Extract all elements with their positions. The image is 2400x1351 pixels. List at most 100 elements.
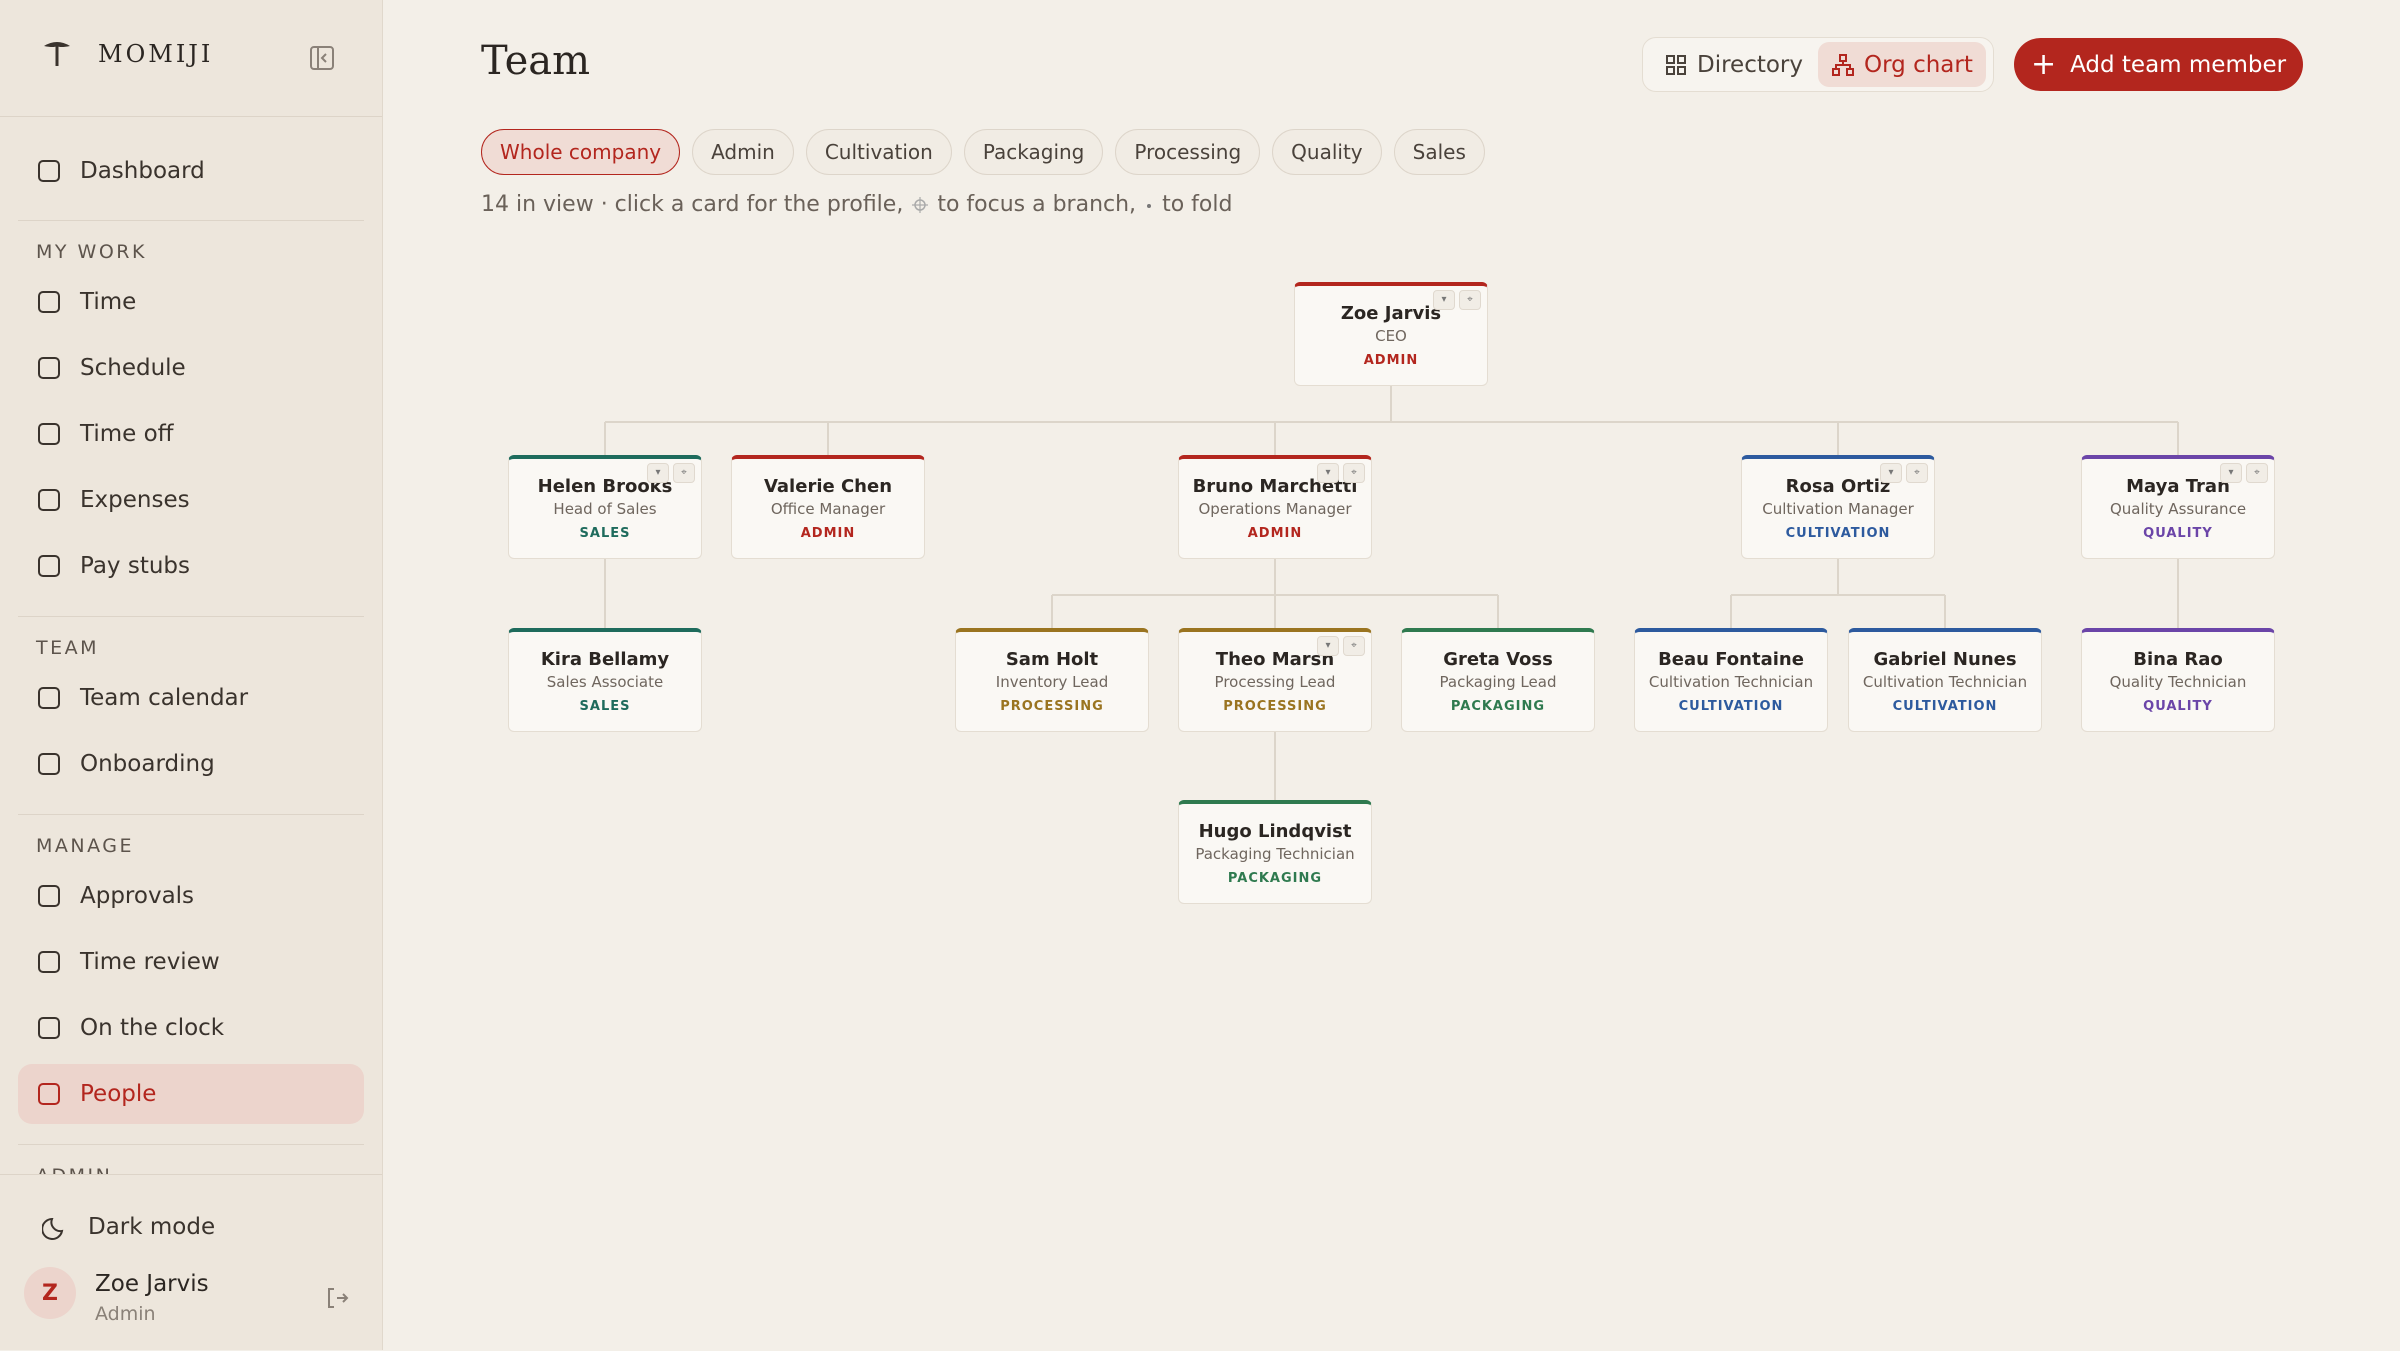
focus-button[interactable]: ⌖ — [2246, 463, 2268, 483]
person-dept: QUALITY — [2143, 526, 2213, 541]
fold-button[interactable]: ▾ — [1433, 290, 1455, 310]
person-name: Bruno Marchetti — [1192, 476, 1358, 497]
org-card[interactable]: Bruno Marchetti Operations Manager ADMIN ▾ ⌖ — [1178, 455, 1372, 559]
org-card[interactable]: Zoe Jarvis CEO ADMIN ▾ ⌖ — [1294, 282, 1488, 386]
focus-button[interactable]: ⌖ — [1906, 463, 1928, 483]
person-name: Zoe Jarvis — [1340, 303, 1442, 324]
sidebar: MOMIJI Dashboard MY WORK Time Schedule Time … — [0, 0, 383, 1350]
filter-chip[interactable]: Processing — [1115, 129, 1261, 175]
filters: Whole company Admin Cultivation Packaging Pr… — [481, 129, 1485, 175]
nav-item[interactable]: Time off — [18, 404, 364, 464]
nav-item[interactable]: People — [18, 1064, 364, 1124]
dark-mode-toggle[interactable]: Dark mode — [18, 1197, 364, 1257]
person-name: Sam Holt — [1005, 649, 1099, 670]
person-name: Bina Rao — [2133, 649, 2223, 670]
person-dept: PROCESSING — [1000, 699, 1104, 714]
nav-item[interactable]: Dashboard — [18, 141, 364, 201]
person-dept: PACKAGING — [1450, 699, 1546, 714]
nav-item[interactable]: Expenses — [18, 470, 364, 530]
org-card[interactable]: Sam Holt Inventory Lead PROCESSING — [955, 628, 1149, 732]
person-role: Quality Technician — [2109, 673, 2247, 691]
nav-item[interactable]: On the clock — [18, 998, 364, 1058]
fold-button[interactable]: ▾ — [1317, 463, 1339, 483]
person-role: Cultivation Technician — [1862, 673, 2028, 691]
user-name: Zoe Jarvis — [95, 1271, 209, 1297]
person-dept: ADMIN — [1247, 526, 1303, 541]
person-name: Hugo Lindqvist — [1198, 821, 1352, 842]
person-role: Cultivation Manager — [1762, 500, 1914, 518]
filter-chip[interactable]: Sales — [1393, 129, 1485, 175]
hint-text: to focus a branch, — [937, 192, 1137, 217]
person-dept: SALES — [579, 526, 631, 541]
person-name: Maya Tran — [2126, 476, 2230, 497]
nav-item[interactable]: Team calendar — [18, 668, 364, 728]
view-label: Directory — [1697, 51, 1804, 78]
org-card[interactable]: Kira Bellamy Sales Associate SALES — [508, 628, 702, 732]
focus-button[interactable]: ⌖ — [1459, 290, 1481, 310]
filter-chip[interactable]: Admin — [692, 129, 794, 175]
filter-chip[interactable]: Whole company — [481, 129, 681, 175]
focus-button[interactable]: ⌖ — [1343, 463, 1365, 483]
divider — [0, 116, 382, 117]
nav-label: On the clock — [80, 1015, 225, 1041]
section-title: ADMIN — [36, 1165, 112, 1174]
nav-item[interactable]: Time — [18, 272, 364, 332]
filter-chip[interactable]: Packaging — [963, 129, 1104, 175]
nav-label: Onboarding — [80, 751, 215, 777]
add-team-member[interactable]: + Add team member — [2014, 38, 2303, 91]
divider — [18, 220, 364, 221]
org-card[interactable]: Greta Voss Packaging Lead PACKAGING — [1401, 628, 1595, 732]
fold-button[interactable]: ▾ — [1317, 636, 1339, 656]
view-directory[interactable]: Directory — [1651, 42, 1811, 87]
nav: Dashboard MY WORK Time Schedule Time off Expe… — [0, 0, 382, 1174]
org-card[interactable]: Gabriel Nunes Cultivation Technician CULTI… — [1848, 628, 2042, 732]
section-title: MANAGE — [36, 835, 134, 857]
focus-button[interactable]: ⌖ — [673, 463, 695, 483]
org-card[interactable]: Beau Fontaine Cultivation Technician CULTI… — [1634, 628, 1828, 732]
nav-item[interactable]: Pay stubs — [18, 536, 364, 596]
brand: MOMIJI — [98, 40, 214, 68]
nav-label: Dashboard — [80, 158, 205, 184]
avatar: Z — [24, 1267, 76, 1319]
nav-label: Time off — [80, 421, 174, 447]
nav-item[interactable]: Time review — [18, 932, 364, 992]
logo — [44, 42, 70, 66]
collapse-sidebar[interactable] — [308, 44, 336, 72]
nav-item[interactable]: Schedule — [18, 338, 364, 398]
section-title: MY WORK — [36, 241, 147, 263]
person-dept: CULTIVATION — [1678, 699, 1784, 714]
person-role: Cultivation Technician — [1648, 673, 1814, 691]
person-dept: SALES — [579, 699, 631, 714]
person-name: Beau Fontaine — [1658, 649, 1804, 670]
focus-icon — [912, 196, 929, 213]
nav-item[interactable]: Onboarding — [18, 734, 364, 794]
person-name: Gabriel Nunes — [1873, 649, 2017, 670]
org-card[interactable]: Hugo Lindqvist Packaging Technician PACKAG… — [1178, 800, 1372, 904]
nav-label: Schedule — [80, 355, 186, 381]
view-org-chart[interactable]: Org chart — [1818, 42, 1986, 87]
focus-button[interactable]: ⌖ — [1343, 636, 1365, 656]
org-card[interactable]: Rosa Ortiz Cultivation Manager CULTIVATION… — [1741, 455, 1935, 559]
person-role: Operations Manager — [1198, 500, 1352, 518]
page-title: Team — [481, 38, 591, 84]
org-card[interactable]: Helen Brooks Head of Sales SALES ▾ ⌖ — [508, 455, 702, 559]
add-label: Add team member — [2070, 51, 2287, 78]
nav-item[interactable]: Approvals — [18, 866, 364, 926]
fold-button[interactable]: ▾ — [2220, 463, 2242, 483]
org-card[interactable]: Bina Rao Quality Technician QUALITY — [2081, 628, 2275, 732]
person-name: Greta Voss — [1443, 649, 1553, 670]
logout[interactable] — [324, 1285, 350, 1311]
view-toggle: Directory Org chart — [1642, 37, 1994, 92]
person-role: Head of Sales — [553, 500, 657, 518]
org-card[interactable]: Maya Tran Quality Assurance QUALITY ▾ ⌖ — [2081, 455, 2275, 559]
org-links — [604, 386, 2179, 800]
divider — [18, 616, 364, 617]
org-card[interactable]: Theo Marsh Processing Lead PROCESSING ▾ ⌖ — [1178, 628, 1372, 732]
filter-chip[interactable]: Cultivation — [805, 129, 952, 175]
person-role: Inventory Lead — [995, 673, 1109, 691]
fold-button[interactable]: ▾ — [647, 463, 669, 483]
fold-button[interactable]: ▾ — [1880, 463, 1902, 483]
org-card[interactable]: Valerie Chen Office Manager ADMIN — [731, 455, 925, 559]
person-name: Helen Brooks — [537, 476, 673, 497]
filter-chip[interactable]: Quality — [1272, 129, 1382, 175]
